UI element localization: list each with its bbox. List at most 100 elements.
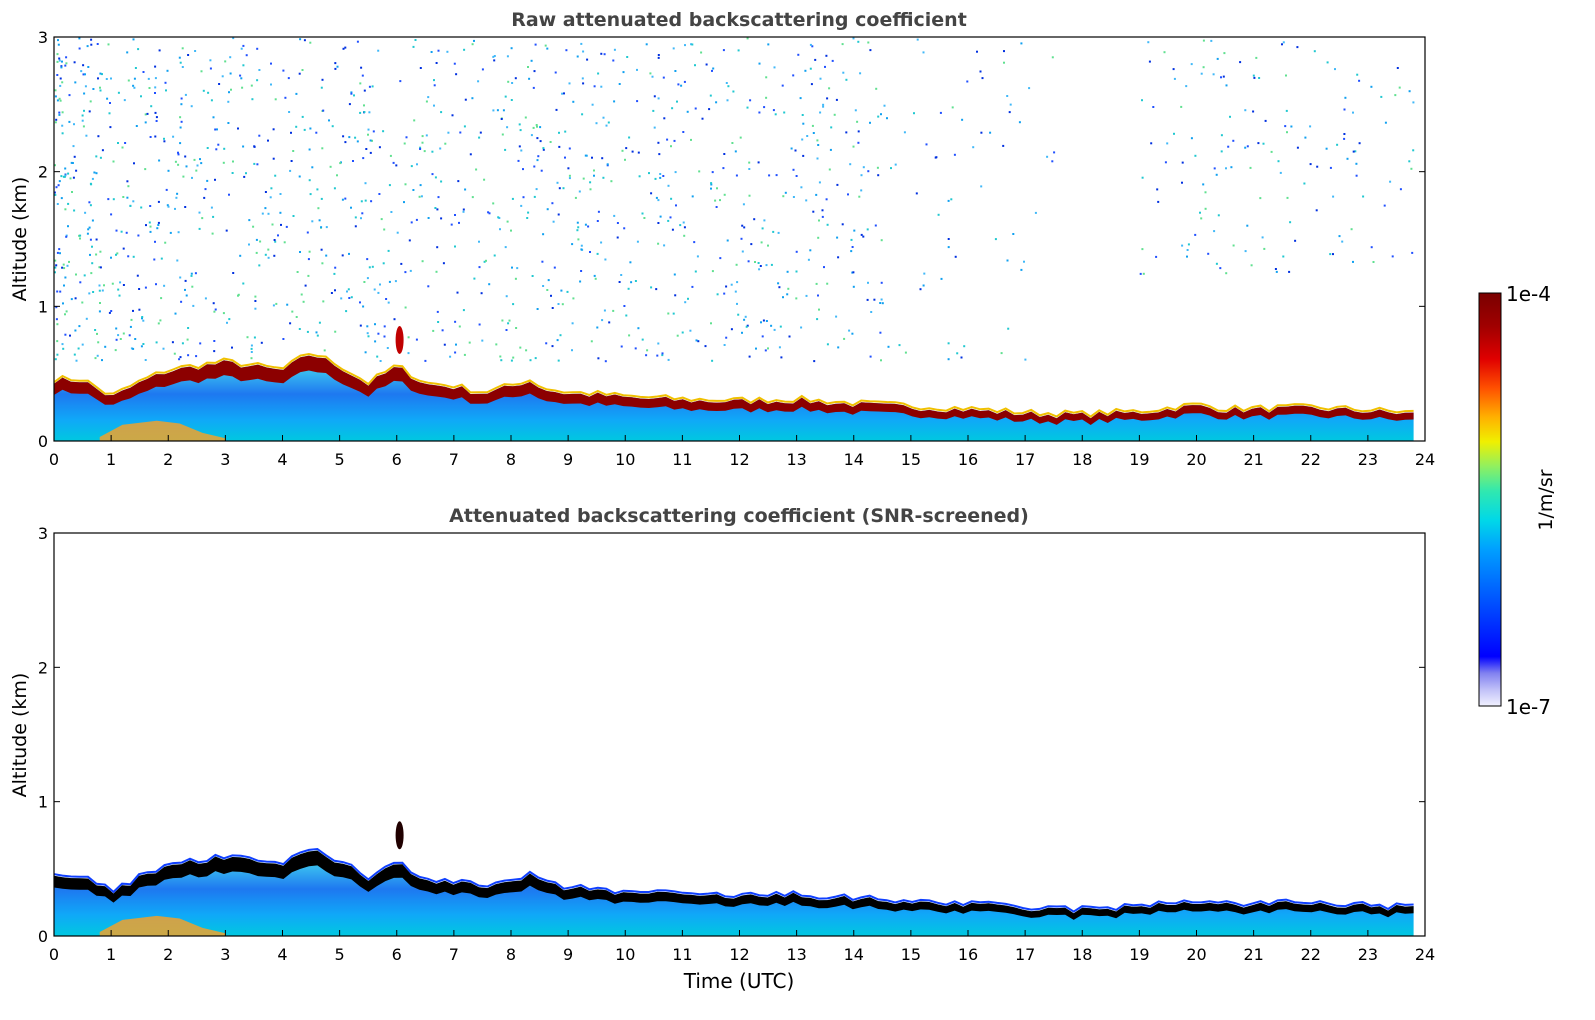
noise-speckle — [1399, 188, 1402, 191]
noise-speckle — [1350, 228, 1353, 231]
noise-speckle — [809, 249, 812, 252]
noise-speckle — [576, 55, 579, 58]
noise-speckle — [558, 145, 561, 148]
noise-speckle — [950, 198, 953, 201]
noise-speckle — [150, 105, 153, 108]
noise-speckle — [869, 121, 871, 124]
noise-speckle — [1220, 76, 1222, 79]
noise-speckle — [743, 226, 746, 229]
noise-speckle — [108, 311, 111, 314]
noise-speckle — [421, 135, 424, 138]
noise-speckle — [683, 226, 686, 229]
noise-speckle — [1344, 96, 1347, 99]
noise-speckle — [129, 204, 132, 207]
noise-speckle — [972, 146, 975, 149]
noise-speckle — [727, 85, 730, 88]
noise-speckle — [166, 204, 169, 207]
noise-speckle — [741, 224, 744, 227]
noise-speckle — [825, 54, 828, 57]
noise-speckle — [979, 70, 982, 73]
noise-speckle — [117, 91, 120, 94]
noise-speckle — [989, 131, 992, 134]
noise-speckle — [794, 149, 797, 152]
noise-speckle — [354, 216, 357, 219]
noise-speckle — [196, 164, 199, 167]
noise-speckle — [62, 302, 64, 305]
noise-speckle — [533, 195, 536, 198]
noise-speckle — [334, 330, 337, 333]
noise-speckle — [659, 176, 662, 179]
noise-speckle — [73, 209, 76, 212]
noise-speckle — [87, 66, 90, 68]
noise-speckle — [677, 83, 680, 86]
noise-speckle — [654, 177, 657, 180]
noise-speckle — [590, 340, 593, 343]
noise-speckle — [64, 276, 67, 279]
noise-speckle — [473, 277, 476, 280]
noise-speckle — [295, 125, 298, 128]
noise-speckle — [478, 136, 481, 139]
noise-speckle — [519, 346, 522, 349]
noise-speckle — [79, 281, 82, 284]
noise-speckle — [98, 289, 101, 292]
noise-speckle — [956, 352, 959, 355]
noise-speckle — [1398, 86, 1401, 89]
noise-speckle — [193, 158, 196, 161]
noise-speckle — [1204, 207, 1207, 210]
noise-speckle — [712, 67, 715, 70]
noise-speckle — [366, 277, 369, 280]
noise-speckle — [165, 188, 168, 191]
noise-speckle — [290, 131, 292, 134]
noise-speckle — [140, 345, 143, 348]
noise-speckle — [1006, 95, 1009, 97]
noise-speckle — [323, 349, 326, 352]
noise-speckle — [463, 125, 466, 128]
noise-speckle — [811, 45, 814, 48]
noise-speckle — [506, 220, 509, 223]
noise-speckle — [877, 115, 880, 118]
noise-speckle — [768, 174, 771, 177]
noise-speckle — [818, 308, 820, 311]
noise-speckle — [173, 352, 176, 355]
noise-speckle — [174, 207, 176, 210]
noise-speckle — [115, 327, 118, 330]
noise-speckle — [110, 77, 112, 80]
noise-speckle — [919, 288, 922, 291]
noise-speckle — [227, 100, 230, 103]
noise-speckle — [516, 267, 519, 270]
noise-speckle — [158, 159, 161, 162]
noise-speckle — [976, 50, 978, 53]
noise-speckle — [54, 121, 57, 124]
noise-speckle — [359, 324, 362, 327]
noise-speckle — [299, 38, 302, 41]
noise-speckle — [98, 284, 101, 287]
noise-speckle — [363, 89, 366, 92]
noise-speckle — [110, 256, 112, 259]
noise-speckle — [210, 99, 213, 102]
noise-speckle — [850, 238, 853, 241]
noise-speckle — [154, 77, 157, 80]
noise-speckle — [673, 273, 676, 276]
noise-speckle — [597, 357, 600, 360]
noise-speckle — [618, 281, 621, 283]
noise-speckle — [60, 197, 63, 200]
noise-speckle — [56, 203, 59, 205]
noise-speckle — [371, 139, 373, 142]
noise-speckle — [69, 177, 72, 180]
noise-speckle — [55, 186, 58, 189]
x-tick-label: 13 — [786, 945, 806, 964]
noise-speckle — [55, 318, 58, 321]
noise-speckle — [126, 51, 129, 54]
noise-speckle — [1259, 197, 1262, 200]
noise-speckle — [857, 141, 860, 144]
noise-speckle — [101, 149, 104, 152]
noise-speckle — [348, 252, 350, 255]
noise-speckle — [124, 142, 127, 144]
noise-speckle — [726, 99, 729, 102]
noise-speckle — [551, 307, 554, 309]
noise-speckle — [174, 160, 177, 163]
noise-speckle — [1020, 42, 1023, 45]
noise-speckle — [350, 92, 353, 95]
noise-speckle — [299, 251, 301, 253]
noise-speckle — [117, 288, 120, 291]
